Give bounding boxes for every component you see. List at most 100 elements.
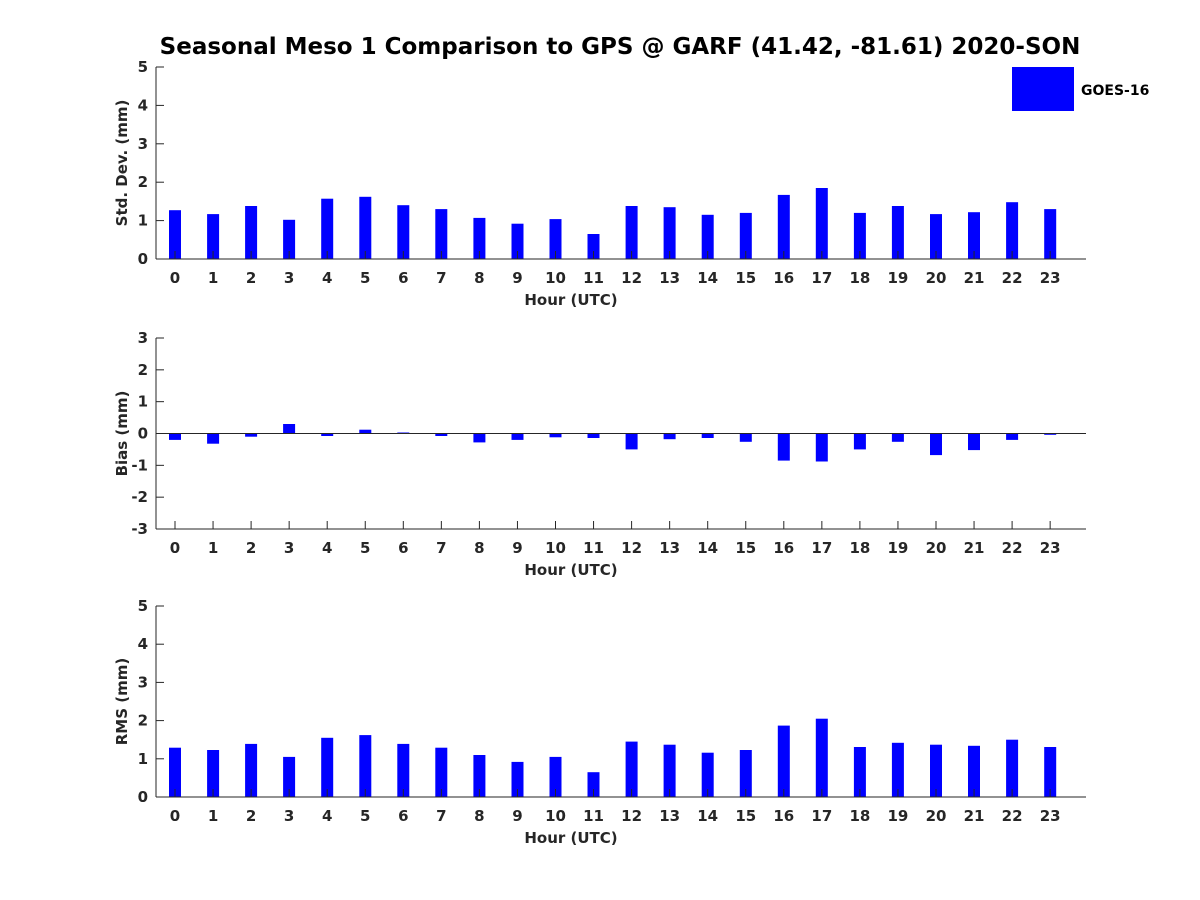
x-tick-label: 0	[170, 807, 180, 825]
bar-hour-22	[1006, 739, 1019, 797]
legend-label: GOES-16	[1081, 83, 1149, 99]
x-tick-label: 15	[735, 807, 756, 825]
bar-hour-11	[587, 433, 600, 438]
x-tick-label: 1	[208, 269, 218, 287]
x-tick-label: 13	[659, 539, 680, 557]
bar-hour-5	[359, 429, 372, 434]
bar-hour-1	[207, 750, 220, 797]
y-tick-label: -1	[131, 456, 148, 474]
x-tick-label: 20	[926, 269, 947, 287]
x-tick-label: 4	[322, 269, 332, 287]
x-tick-label: 4	[322, 807, 332, 825]
bar-hour-18	[853, 433, 866, 450]
bar-hour-12	[625, 206, 638, 259]
bar-hour-16	[777, 194, 790, 259]
bar-hour-20	[930, 433, 942, 456]
x-tick-label: 8	[474, 807, 484, 825]
bar-hour-23	[1044, 433, 1057, 435]
bar-hour-13	[663, 433, 676, 440]
x-tick-label: 3	[284, 807, 294, 825]
bar-hour-0	[169, 210, 181, 259]
x-tick-label: 20	[926, 807, 947, 825]
x-tick-label: 16	[773, 269, 794, 287]
bar-hour-6	[397, 743, 410, 797]
x-tick-label: 16	[773, 539, 794, 557]
bar-hour-15	[739, 212, 752, 259]
bar-hour-20	[930, 214, 942, 259]
x-tick-label: 11	[583, 269, 604, 287]
bar-hour-1	[207, 214, 220, 259]
y-tick-label: 2	[138, 712, 148, 730]
bar-hour-0	[169, 433, 181, 440]
y-tick-label: -2	[131, 488, 148, 506]
y-tick-label: 0	[138, 250, 148, 268]
bar-hour-3	[283, 424, 296, 434]
x-tick-label: 7	[436, 269, 446, 287]
x-tick-label: 21	[964, 539, 985, 557]
x-tick-label: 15	[735, 539, 756, 557]
bar-hour-9	[511, 761, 524, 797]
bar-hour-5	[359, 735, 372, 797]
bar-hour-12	[625, 741, 638, 797]
bar-hour-22	[1006, 433, 1019, 440]
bar-hour-15	[739, 433, 752, 442]
bar-hour-14	[701, 752, 714, 797]
y-tick-label: 0	[138, 788, 148, 806]
bar-hour-19	[891, 433, 904, 442]
x-tick-label: 14	[697, 807, 718, 825]
x-tick-label: 19	[888, 269, 909, 287]
x-tick-label: 22	[1002, 539, 1023, 557]
x-tick-label: 12	[621, 539, 642, 557]
bar-hour-21	[968, 745, 980, 797]
bar-hour-2	[245, 433, 258, 437]
bar-hour-9	[511, 433, 524, 440]
y-tick-label: 2	[138, 173, 148, 191]
x-tick-label: 19	[888, 539, 909, 557]
x-tick-label: 5	[360, 807, 370, 825]
x-tick-label: 7	[436, 807, 446, 825]
y-tick-label: 1	[138, 393, 148, 411]
bar-hour-1	[207, 433, 220, 444]
y-tick-label: 4	[138, 635, 148, 653]
bar-hour-21	[968, 433, 980, 451]
figure-title: Seasonal Meso 1 Comparison to GPS @ GARF…	[160, 34, 1081, 60]
x-tick-label: 2	[246, 807, 256, 825]
bar-hour-17	[815, 718, 828, 797]
y-tick-label: 4	[138, 96, 148, 114]
bar-hour-16	[777, 433, 790, 461]
bar-hour-23	[1044, 747, 1057, 797]
bar-hour-23	[1044, 209, 1057, 259]
x-tick-label: 4	[322, 539, 332, 557]
y-tick-label: 3	[138, 329, 148, 347]
y-axis-label: RMS (mm)	[113, 658, 131, 745]
x-axis-label: Hour (UTC)	[524, 291, 617, 309]
bar-hour-16	[777, 725, 790, 797]
bar-hour-12	[625, 433, 638, 450]
x-tick-label: 17	[811, 539, 832, 557]
x-tick-label: 13	[659, 807, 680, 825]
x-tick-label: 6	[398, 269, 408, 287]
x-tick-label: 22	[1002, 269, 1023, 287]
y-tick-label: 5	[138, 597, 148, 615]
x-tick-label: 0	[170, 539, 180, 557]
bar-hour-21	[968, 212, 980, 259]
bar-hour-18	[853, 212, 866, 259]
bar-hour-4	[321, 737, 334, 797]
x-tick-label: 5	[360, 269, 370, 287]
x-tick-label: 18	[849, 269, 870, 287]
bar-hour-8	[473, 755, 486, 797]
x-tick-label: 20	[926, 539, 947, 557]
x-tick-label: 23	[1040, 807, 1061, 825]
bar-hour-7	[435, 747, 448, 797]
y-tick-label: 2	[138, 361, 148, 379]
y-axis-label: Bias (mm)	[113, 391, 131, 477]
x-tick-label: 12	[621, 269, 642, 287]
bar-hour-8	[473, 433, 486, 443]
bar-hour-3	[283, 756, 296, 797]
x-tick-label: 22	[1002, 807, 1023, 825]
x-tick-label: 16	[773, 807, 794, 825]
x-tick-label: 11	[583, 807, 604, 825]
x-tick-label: 10	[545, 539, 566, 557]
